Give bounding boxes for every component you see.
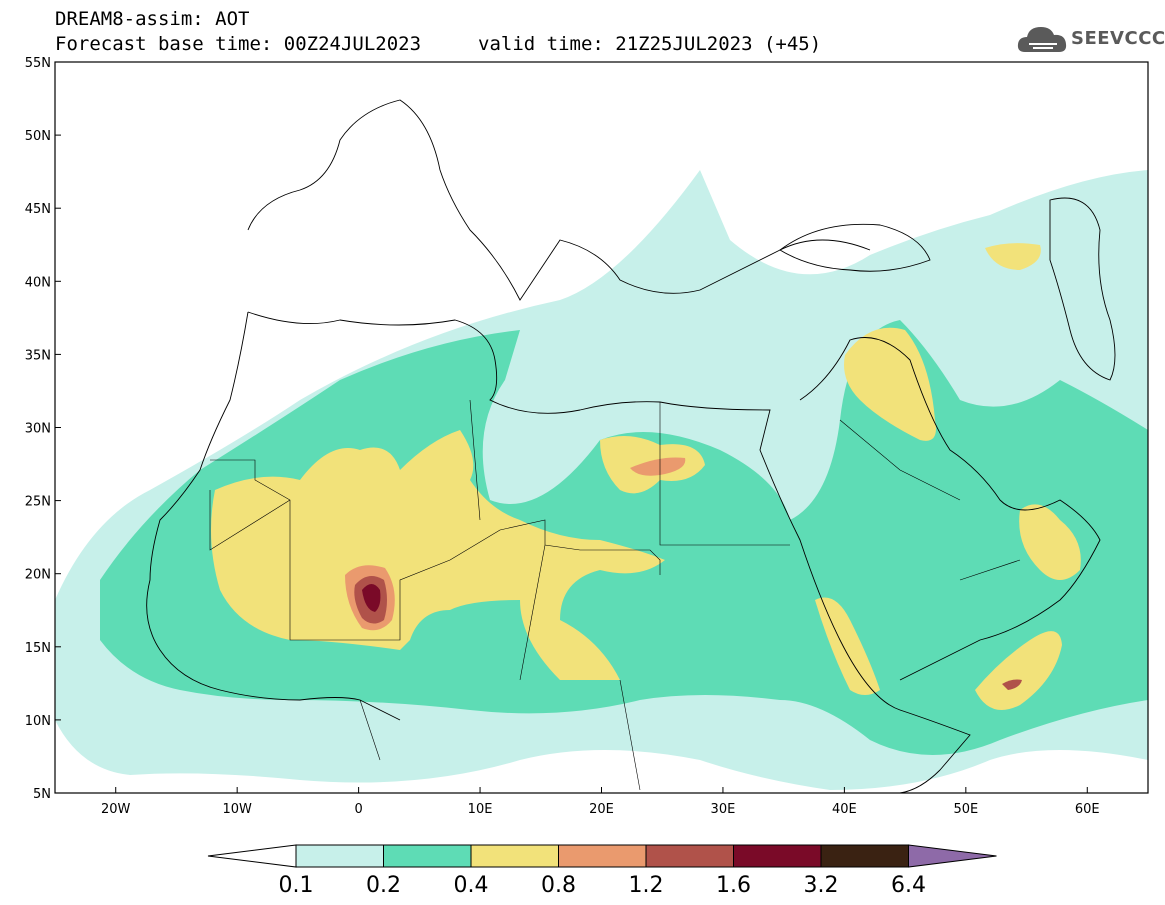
aot-contour-1.6 <box>362 584 381 612</box>
lat-label: 25N <box>25 495 51 510</box>
colorbar-label: 0.2 <box>366 873 401 898</box>
lon-label: 10W <box>222 802 252 817</box>
forecast-base-time: Forecast base time: 00Z24JUL2023 <box>55 33 422 55</box>
caspian-coastline <box>1049 197 1116 381</box>
lon-label: 20E <box>589 802 614 817</box>
europe-coastline <box>247 99 871 301</box>
map-title: DREAM8-assim: AOT <box>55 8 250 30</box>
lon-label: 50E <box>953 802 978 817</box>
lat-label: 5N <box>33 787 51 802</box>
colorbar-segment <box>558 844 647 868</box>
aot-contour-1.2-arabian-sea <box>1002 679 1022 690</box>
arabian-coastline <box>799 337 1101 681</box>
country-borders <box>209 399 1021 791</box>
lat-label: 55N <box>25 56 51 71</box>
lat-label: 15N <box>25 641 51 656</box>
lon-label: 40E <box>832 802 857 817</box>
longitude-axis: 20W 10W 0 10E 20E 30E 40E 50E 60E <box>101 787 1100 817</box>
colorbar: 0.1 0.2 0.4 0.8 1.2 1.6 3.2 6.4 <box>207 844 997 898</box>
aot-fill-layer <box>55 170 1148 790</box>
lat-label: 10N <box>25 714 51 729</box>
lat-label: 40N <box>25 275 51 290</box>
coastline-layer <box>146 99 1116 793</box>
aot-contour-0.4 <box>211 430 665 680</box>
latitude-axis: 55N 50N 45N 40N 35N 30N 25N 20N 15N 10N 5N <box>25 56 61 802</box>
aot-contour-0.8-libya <box>630 457 686 476</box>
lon-label: 10E <box>468 802 493 817</box>
colorbar-label: 1.6 <box>716 873 751 898</box>
colorbar-label: 0.4 <box>454 873 489 898</box>
aot-contour-0.4-oman <box>1019 504 1081 580</box>
cloud-icon <box>1017 27 1067 52</box>
colorbar-label: 1.2 <box>629 873 664 898</box>
aot-contour-0.2 <box>100 320 1148 755</box>
valid-time: valid time: 21Z25JUL2023 (+45) <box>478 33 822 55</box>
colorbar-segment <box>383 844 472 868</box>
aot-contour-0.4-caspian <box>985 243 1041 270</box>
lat-label: 30N <box>25 422 51 437</box>
colorbar-max-arrow <box>908 844 997 868</box>
lon-label: 30E <box>711 802 736 817</box>
west-africa-coastline <box>146 311 401 721</box>
colorbar-segment <box>733 844 822 868</box>
logo-text: SEEVCCC <box>1071 28 1165 49</box>
aot-contour-0.4-arabian-sea <box>975 631 1062 710</box>
colorbar-segment <box>820 844 909 868</box>
lat-label: 45N <box>25 202 51 217</box>
lat-label: 50N <box>25 129 51 144</box>
africa-coastline <box>247 311 971 793</box>
colorbar-label: 6.4 <box>891 873 926 898</box>
colorbar-label: 0.8 <box>541 873 576 898</box>
lat-label: 35N <box>25 348 51 363</box>
colorbar-segment <box>645 844 734 868</box>
colorbar-segment <box>470 844 559 868</box>
colorbar-min-arrow <box>207 844 297 868</box>
lat-label: 20N <box>25 568 51 583</box>
lon-label: 60E <box>1075 802 1100 817</box>
aot-contour-0.4-iraq <box>844 327 936 441</box>
black-sea-coastline <box>779 223 931 272</box>
colorbar-label: 0.1 <box>279 873 314 898</box>
colorbar-segment <box>295 844 384 868</box>
colorbar-label: 3.2 <box>804 873 839 898</box>
lon-label: 0 <box>354 802 362 817</box>
lon-label: 20W <box>101 802 131 817</box>
seevccc-logo: SEEVCCC <box>1017 22 1165 58</box>
